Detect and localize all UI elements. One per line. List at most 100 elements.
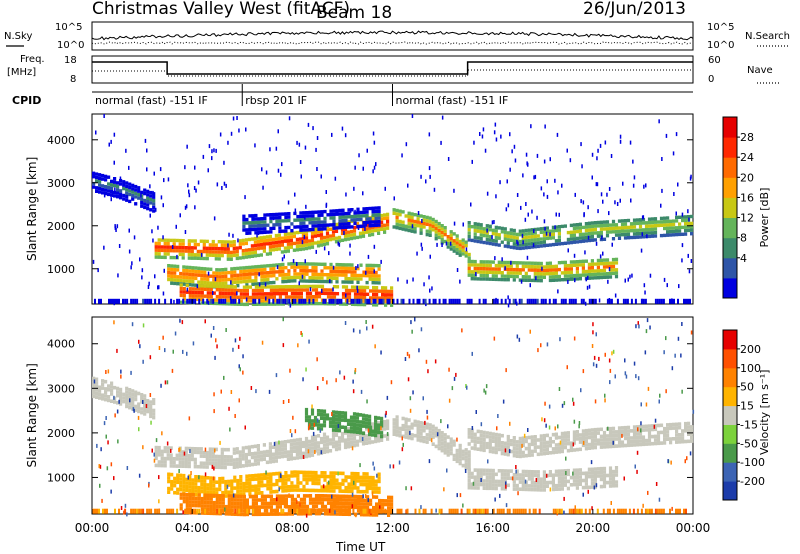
noise-cell xyxy=(238,364,240,369)
data-cell xyxy=(434,230,438,234)
data-cell xyxy=(191,478,195,482)
data-cell xyxy=(295,244,299,249)
data-cell xyxy=(623,232,628,237)
data-cell xyxy=(512,453,516,458)
data-cell xyxy=(214,465,218,469)
data-cell xyxy=(257,487,261,492)
ground-cell xyxy=(112,298,114,304)
data-cell xyxy=(365,479,369,483)
data-cell xyxy=(356,479,360,483)
data-cell xyxy=(296,225,300,229)
noise-cell xyxy=(606,192,608,197)
data-cell xyxy=(548,229,552,233)
data-cell xyxy=(143,397,147,402)
data-cell xyxy=(563,267,567,271)
data-cell xyxy=(443,447,447,451)
data-cell xyxy=(263,501,267,506)
data-cell xyxy=(371,267,375,271)
data-cell xyxy=(446,442,450,446)
ground-cell xyxy=(610,298,613,304)
data-cell xyxy=(197,503,201,508)
data-cell xyxy=(557,483,561,488)
data-cell xyxy=(296,272,300,276)
data-cell xyxy=(184,453,188,458)
data-cell xyxy=(197,478,201,483)
data-cell xyxy=(557,446,561,450)
data-cell xyxy=(245,221,249,225)
data-cell xyxy=(251,498,255,502)
data-cell xyxy=(425,222,429,226)
data-cell xyxy=(233,486,237,490)
data-cell xyxy=(383,423,387,428)
data-cell xyxy=(322,436,327,440)
data-cell xyxy=(431,228,435,232)
ground-cell xyxy=(592,298,595,304)
data-cell xyxy=(380,213,384,218)
data-cell xyxy=(401,210,405,214)
data-cell xyxy=(275,505,279,509)
data-cell xyxy=(332,489,336,493)
data-cell xyxy=(194,273,198,277)
data-cell xyxy=(524,453,528,458)
data-cell xyxy=(350,478,354,483)
data-cell xyxy=(641,435,646,439)
data-cell xyxy=(521,268,525,272)
data-cell xyxy=(470,238,474,243)
data-cell xyxy=(268,456,272,461)
data-cell xyxy=(101,177,105,181)
data-cell xyxy=(687,228,691,233)
data-cell xyxy=(548,275,552,279)
data-cell xyxy=(206,476,210,480)
data-cell xyxy=(274,441,278,445)
noise-cell xyxy=(303,234,306,239)
data-cell xyxy=(263,494,267,499)
data-cell xyxy=(317,488,321,493)
data-cell xyxy=(245,302,249,307)
noise-cell xyxy=(372,169,374,174)
data-cell xyxy=(617,219,622,223)
data-cell xyxy=(298,247,302,252)
data-cell xyxy=(281,229,285,233)
data-cell xyxy=(575,240,579,244)
noise-cell xyxy=(174,331,177,336)
data-cell xyxy=(212,284,216,288)
data-cell xyxy=(476,226,480,230)
data-cell xyxy=(332,474,336,479)
data-cell xyxy=(332,291,337,296)
data-cell xyxy=(527,278,531,282)
data-cell xyxy=(347,299,352,303)
data-cell xyxy=(260,501,264,506)
data-cell xyxy=(286,232,290,236)
data-cell xyxy=(256,253,260,258)
data-cell xyxy=(242,224,246,229)
data-cell xyxy=(596,467,600,471)
data-cell xyxy=(611,219,616,224)
data-cell xyxy=(470,225,474,229)
data-cell xyxy=(311,477,315,482)
data-cell xyxy=(224,267,228,272)
data-cell xyxy=(289,446,293,450)
noise-cell xyxy=(140,193,142,198)
data-cell xyxy=(371,440,375,444)
ground-cell xyxy=(532,298,535,304)
data-cell xyxy=(326,288,331,292)
data-cell xyxy=(473,432,477,437)
data-cell xyxy=(344,285,349,289)
data-cell xyxy=(179,484,183,488)
data-cell xyxy=(257,220,261,224)
noise-cell xyxy=(505,368,507,373)
data-cell xyxy=(440,445,444,449)
data-cell xyxy=(359,277,363,281)
noise-cell xyxy=(178,469,180,473)
data-cell xyxy=(290,470,294,475)
data-cell xyxy=(236,302,240,306)
data-cell xyxy=(572,475,576,480)
data-cell xyxy=(316,409,321,413)
data-cell xyxy=(542,448,546,452)
data-cell xyxy=(557,469,561,473)
data-cell xyxy=(220,451,224,455)
data-cell xyxy=(632,436,637,440)
data-cell xyxy=(320,276,324,280)
data-cell xyxy=(188,272,192,277)
data-cell xyxy=(304,233,309,237)
